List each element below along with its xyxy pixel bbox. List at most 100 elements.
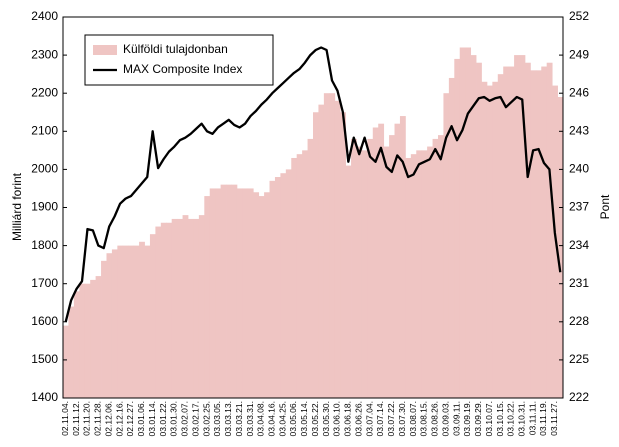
x-tick-label: 03.07.14.: [375, 401, 385, 436]
x-tick-label: 03.05.14.: [299, 401, 309, 436]
bar: [524, 62, 531, 398]
line: [64, 46, 562, 323]
x-tick-label: 03.06.10.: [332, 401, 342, 436]
bar: [101, 260, 107, 398]
x-tick-label: 03.09.29.: [473, 401, 483, 436]
x-tick-label: 02.12.16.: [114, 401, 124, 436]
bar: [340, 112, 347, 398]
bar: [133, 245, 140, 398]
x-tick-label: 03.06.18.: [343, 401, 353, 436]
bar: [144, 245, 151, 398]
y-tick-label: 2300: [31, 47, 58, 61]
bar: [291, 157, 298, 398]
x-tick-label: 03.02.07.: [180, 401, 190, 436]
bar: [519, 55, 526, 398]
x-tick-label: 03.07.30.: [397, 401, 407, 436]
bar: [280, 173, 287, 398]
bar: [95, 276, 102, 398]
bar: [546, 62, 553, 398]
x-tick-label: 03.05.22.: [310, 401, 320, 436]
bar: [541, 66, 548, 398]
bar: [160, 222, 167, 398]
bar: [323, 93, 330, 398]
bar: [465, 47, 472, 398]
bar: [318, 104, 325, 398]
bar: [421, 150, 428, 398]
y-tick-label: 2400: [31, 9, 58, 23]
x-tick-label: 03.04.25.: [277, 401, 287, 436]
bar: [258, 196, 265, 398]
bar: [438, 135, 444, 399]
x-tick-label: 03.05.30.: [321, 401, 331, 436]
x-tick-label: 03.02.17.: [190, 401, 200, 436]
legend-label: MAX Composite Index: [123, 62, 242, 76]
x-tick-label: 02.12.06.: [103, 401, 113, 436]
y2-tick-label: 243: [569, 123, 589, 137]
bar: [90, 279, 97, 398]
x-tick-label: 03.11.19.: [538, 401, 548, 436]
bar: [389, 135, 395, 399]
y-axis-label: Milliárd forint: [10, 172, 24, 241]
bar: [242, 188, 249, 398]
bar: [296, 154, 303, 398]
bar: [383, 146, 390, 398]
bar: [394, 123, 401, 399]
x-tick-label: 03.09.19.: [462, 401, 472, 436]
y-tick-label: 1500: [31, 352, 58, 366]
bar: [139, 241, 145, 398]
bar: [307, 138, 314, 399]
bar: [182, 215, 189, 398]
bar: [302, 150, 308, 398]
x-tick-label: 03.07.22.: [386, 401, 396, 436]
x-tick-label: 03.05.06.: [288, 401, 298, 436]
bar: [106, 253, 113, 398]
bar: [372, 127, 379, 399]
bar: [514, 55, 520, 398]
bar: [361, 150, 368, 398]
bar: [351, 138, 357, 399]
bar: [215, 188, 222, 398]
x-tick-label: 03.11.11.: [527, 401, 537, 435]
y-tick-label: 1600: [31, 314, 58, 328]
legend-box: [84, 34, 274, 86]
bar: [454, 58, 461, 398]
bar: [535, 70, 542, 398]
bar: [166, 222, 173, 398]
x-tick-label: 03.01.22.: [158, 401, 168, 436]
bar: [530, 70, 537, 398]
bar: [432, 138, 439, 399]
bar: [486, 85, 493, 398]
bar: [443, 93, 450, 398]
y2-tick-label: 237: [569, 200, 589, 214]
bar: [334, 100, 341, 398]
bar: [427, 146, 433, 398]
bar: [226, 184, 232, 398]
bar: [117, 245, 124, 398]
x-tick-label: 02.11.20.: [82, 401, 92, 436]
bar: [253, 192, 260, 398]
y2-tick-label: 225: [569, 352, 589, 366]
bar: [416, 150, 423, 398]
bar: [149, 234, 156, 398]
bar: [198, 215, 205, 398]
bar: [63, 325, 69, 398]
y-tick-label: 2200: [31, 85, 58, 99]
x-tick-label: 02.11.04.: [60, 401, 70, 436]
x-tick-label: 03.08.15.: [419, 401, 429, 436]
x-tick-label: 03.02.25.: [201, 401, 211, 436]
x-tick-label: 03.10.31.: [516, 401, 526, 436]
y2-tick-label: 252: [569, 9, 589, 23]
bar: [378, 123, 385, 399]
bar: [476, 62, 482, 398]
bar: [68, 306, 75, 398]
bar: [269, 180, 276, 398]
bar: [128, 245, 135, 398]
bar: [73, 291, 80, 398]
x-tick-label: 03.11.27.: [549, 401, 559, 436]
bar: [209, 188, 216, 398]
x-tick-label: 03.03.31.: [245, 401, 255, 436]
bar: [503, 66, 510, 398]
bar: [329, 93, 336, 398]
